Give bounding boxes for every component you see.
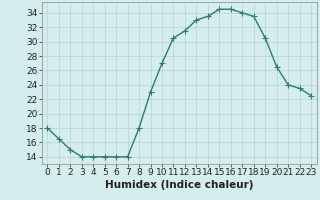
X-axis label: Humidex (Indice chaleur): Humidex (Indice chaleur) <box>105 180 253 190</box>
